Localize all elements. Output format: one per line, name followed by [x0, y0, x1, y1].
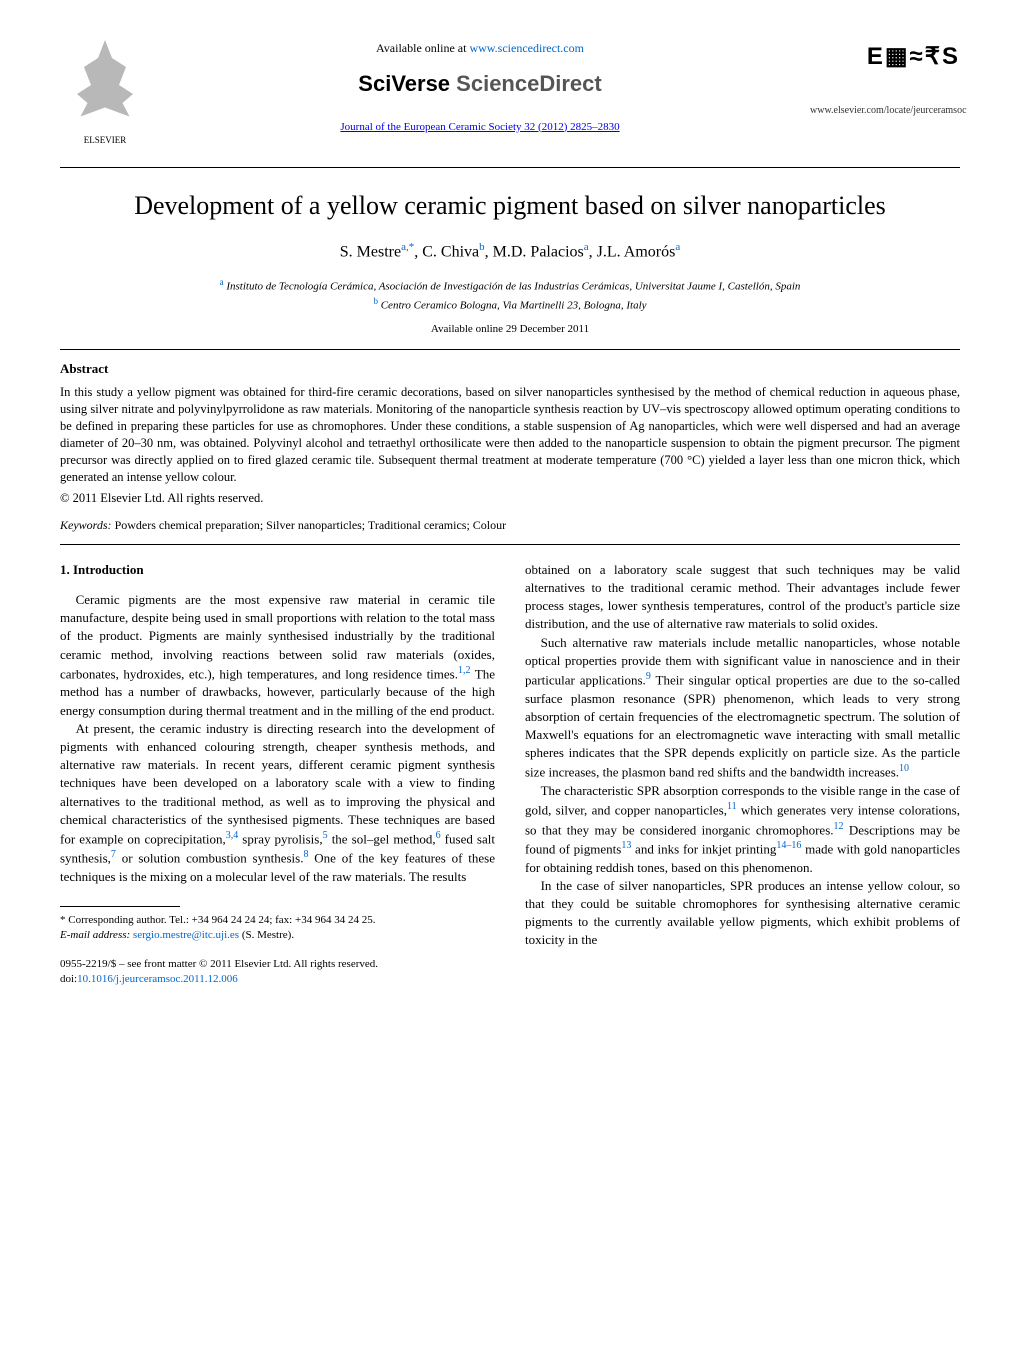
keywords-label: Keywords: [60, 518, 112, 532]
journal-logo-glyphs: E▦≈₹S [810, 40, 960, 74]
journal-reference: Journal of the European Ceramic Society … [170, 120, 790, 135]
available-online-prefix: Available online at [376, 41, 469, 55]
bottom-meta: 0955-2219/$ – see front matter © 2011 El… [60, 957, 495, 987]
ref-10[interactable]: 10 [899, 763, 909, 774]
available-online-link[interactable]: www.sciencedirect.com [469, 41, 584, 55]
footnote-corr: Corresponding author. Tel.: +34 964 24 2… [66, 914, 376, 926]
doi-link[interactable]: 10.1016/j.jeurceramsoc.2011.12.006 [77, 973, 238, 985]
journal-reference-link[interactable]: Journal of the European Ceramic Society … [340, 121, 619, 133]
right-para-3: The characteristic SPR absorption corres… [525, 782, 960, 877]
right-para-1: obtained on a laboratory scale suggest t… [525, 561, 960, 634]
footnote-email-label: E-mail address: [60, 929, 133, 941]
body-columns: 1. Introduction Ceramic pigments are the… [60, 561, 960, 987]
right-para-4: In the case of silver nanoparticles, SPR… [525, 877, 960, 950]
issn-line: 0955-2219/$ – see front matter © 2011 El… [60, 957, 495, 972]
affiliation-a: a Instituto de Tecnología Cerámica, Asoc… [60, 276, 960, 295]
ref-3-4[interactable]: 3,4 [226, 830, 239, 841]
brand-part-2: ScienceDirect [456, 71, 602, 96]
left-para-2: At present, the ceramic industry is dire… [60, 720, 495, 886]
footnote-email-link[interactable]: sergio.mestre@itc.uji.es [133, 929, 239, 941]
header-row: ELSEVIER Available online at www.science… [60, 40, 960, 147]
section-1-heading: 1. Introduction [60, 561, 495, 579]
available-date: Available online 29 December 2011 [60, 322, 960, 337]
author-3: , M.D. Palacios [485, 243, 584, 260]
doi-line: doi:10.1016/j.jeurceramsoc.2011.12.006 [60, 972, 495, 987]
footnote-email-suffix: (S. Mestre). [239, 929, 294, 941]
affiliations: a Instituto de Tecnología Cerámica, Asoc… [60, 276, 960, 314]
keywords-text: Powders chemical preparation; Silver nan… [112, 518, 507, 532]
author-4: , J.L. Amorós [589, 243, 676, 260]
rule-after-authors [60, 349, 960, 350]
elsevier-label: ELSEVIER [60, 134, 150, 147]
author-1: S. Mestre [340, 243, 401, 260]
platform-brand: SciVerse ScienceDirect [170, 69, 790, 100]
footnote-rule [60, 906, 180, 907]
right-para-2: Such alternative raw materials include m… [525, 634, 960, 782]
ref-12[interactable]: 12 [834, 821, 844, 832]
abstract-copyright: © 2011 Elsevier Ltd. All rights reserved… [60, 490, 960, 508]
author-2: , C. Chiva [414, 243, 479, 260]
page-root: ELSEVIER Available online at www.science… [0, 0, 1020, 1026]
journal-url: www.elsevier.com/locate/jeurceramsoc [810, 104, 960, 118]
right-column: obtained on a laboratory scale suggest t… [525, 561, 960, 987]
brand-part-1: SciVerse [358, 71, 456, 96]
left-para-1: Ceramic pigments are the most expensive … [60, 591, 495, 720]
abstract-text: In this study a yellow pigment was obtai… [60, 384, 960, 485]
elsevier-logo: ELSEVIER [60, 40, 150, 147]
article-title: Development of a yellow ceramic pigment … [60, 188, 960, 224]
keywords: Keywords: Powders chemical preparation; … [60, 517, 960, 534]
author-4-sup: a [675, 241, 680, 253]
rule-after-keywords [60, 544, 960, 545]
ref-1-2[interactable]: 1,2 [458, 665, 471, 676]
header-center: Available online at www.sciencedirect.co… [150, 40, 810, 135]
available-online: Available online at www.sciencedirect.co… [170, 40, 790, 57]
authors: S. Mestrea,*, C. Chivab, M.D. Palaciosa,… [60, 240, 960, 264]
journal-logo-block: E▦≈₹S www.elsevier.com/locate/jeurcerams… [810, 40, 960, 118]
corresponding-footnote: * Corresponding author. Tel.: +34 964 24… [60, 913, 495, 943]
author-1-sup: a,* [401, 241, 414, 253]
affiliation-b: b Centro Ceramico Bologna, Via Martinell… [60, 295, 960, 314]
left-column: 1. Introduction Ceramic pigments are the… [60, 561, 495, 987]
ref-11[interactable]: 11 [727, 801, 737, 812]
ref-13[interactable]: 13 [621, 840, 631, 851]
ref-14-16[interactable]: 14–16 [776, 840, 801, 851]
rule-top [60, 167, 960, 168]
elsevier-tree-icon [70, 40, 140, 130]
abstract-heading: Abstract [60, 360, 960, 378]
